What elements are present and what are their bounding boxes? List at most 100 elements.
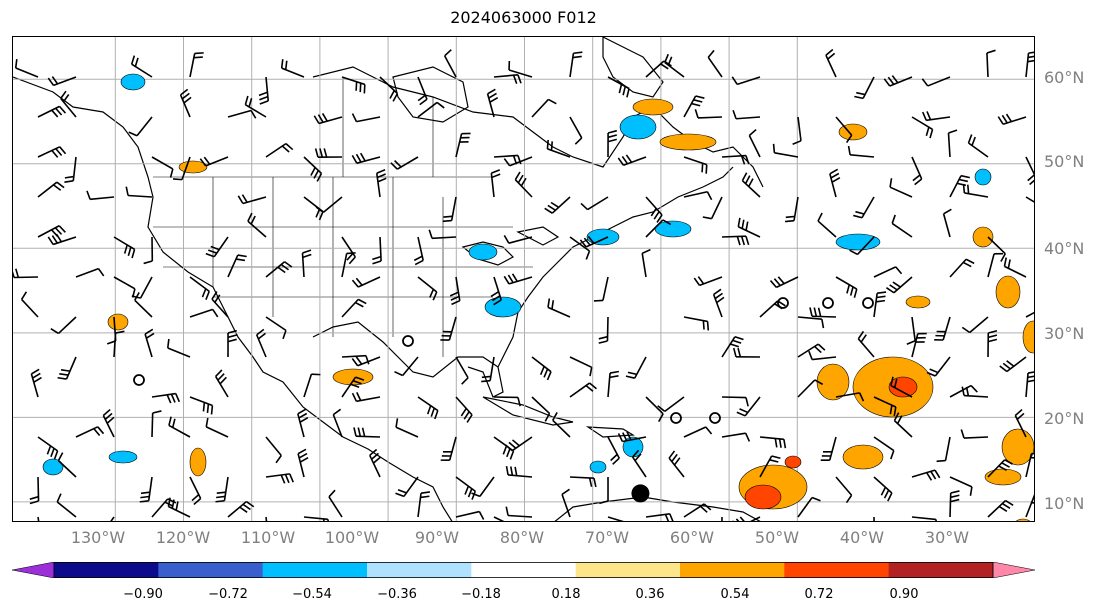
canada-coast [312,66,764,188]
calm-wind-marker [822,297,834,309]
wind-barb [395,418,419,438]
wind-barb [514,171,533,198]
wind-barb [911,156,923,186]
precip-area [816,363,850,401]
colorbar-segment [471,562,577,578]
wind-barb [921,76,951,87]
wind-barb [417,276,438,301]
wind-barb [56,493,77,518]
calm-wind-marker [402,335,414,347]
wind-barb [508,60,533,78]
wind-barb [417,396,439,420]
wind-barb [166,338,191,358]
wind-barb [921,111,951,122]
wind-barb [712,288,725,318]
wind-barb [580,196,609,211]
wind-barb [967,134,989,158]
wind-barb [873,516,875,521]
wind-barb [503,156,533,167]
wind-barb [873,266,903,278]
wind-barb [440,436,457,461]
wind-barb [211,291,229,318]
colorbar-segment [680,562,785,578]
wind-barb [617,431,647,443]
colorbar-segment [54,562,159,578]
precip-contours [42,73,1034,521]
wind-barb [341,252,356,278]
wind-barb [227,109,257,119]
wind-barb [683,95,705,118]
precip-area [632,98,674,116]
precip-area [972,226,994,248]
calm-wind-marker [777,297,789,309]
wind-barb [301,249,312,278]
wind-barbs [13,48,1034,521]
wind-barb [683,503,712,518]
wind-barb [569,236,591,260]
wind-barb [449,276,461,306]
calm-wind-marker [670,412,682,424]
wind-barb [1014,408,1027,438]
wind-barb [505,506,533,518]
wind-barb [835,116,853,144]
wind-barb [353,427,381,438]
wind-barb [999,356,1027,373]
wind-barb [987,499,1014,518]
wind-barb [593,276,609,302]
wind-barb [544,196,571,214]
wind-barb [829,168,841,198]
wind-barb [1025,311,1034,318]
colorbar-tick-label: −0.72 [208,587,248,602]
precip-area [1015,518,1031,521]
wind-barb [351,392,381,403]
wind-barb [504,436,533,452]
wind-barb [247,212,267,238]
north-america-coast [13,76,453,521]
wind-barb [1025,494,1034,518]
wind-barb [313,113,343,125]
precip-area [995,275,1021,309]
wind-barb [759,436,787,449]
wind-barb [607,76,630,98]
wind-barb [949,490,960,518]
wind-barb [641,248,651,278]
wind-barb [960,429,989,439]
wind-barb [102,408,115,438]
wind-barb [645,219,672,238]
wind-barb [772,143,799,158]
wind-barb [255,328,267,358]
wind-barb [668,450,685,478]
wind-barb [442,196,457,223]
wind-barb [942,208,952,238]
wind-barb [428,229,457,240]
wind-barb [189,52,204,78]
wind-barb [683,156,708,174]
colorbar-tick-label: 0.90 [889,587,919,602]
wind-barb [503,273,533,285]
wind-barb [911,332,927,358]
wind-barb [769,276,799,289]
wind-barb [490,169,501,198]
wind-barb [561,488,571,518]
lat-label-10n: 10°N [1044,494,1085,513]
colorbar-tick-label: 0.72 [804,587,834,602]
wind-barb [664,53,685,78]
wind-barb [57,356,77,380]
wind-barb [297,408,309,438]
wind-barb [947,129,958,158]
wind-barb [797,379,824,398]
wind-barb [351,113,381,123]
precip-area [974,168,992,186]
wind-barb [37,181,65,198]
wind-barb [732,347,761,358]
calm-wind-marker [709,412,721,424]
precip-area [586,228,620,246]
wind-barb [808,350,837,361]
precip-area [1001,428,1034,466]
wind-barb [328,489,343,518]
wind-barb [189,396,214,415]
wind-barb [873,396,897,417]
colorbar-segment [262,562,368,578]
borders [153,77,533,357]
lon-label-130w: 130°W [70,528,126,547]
